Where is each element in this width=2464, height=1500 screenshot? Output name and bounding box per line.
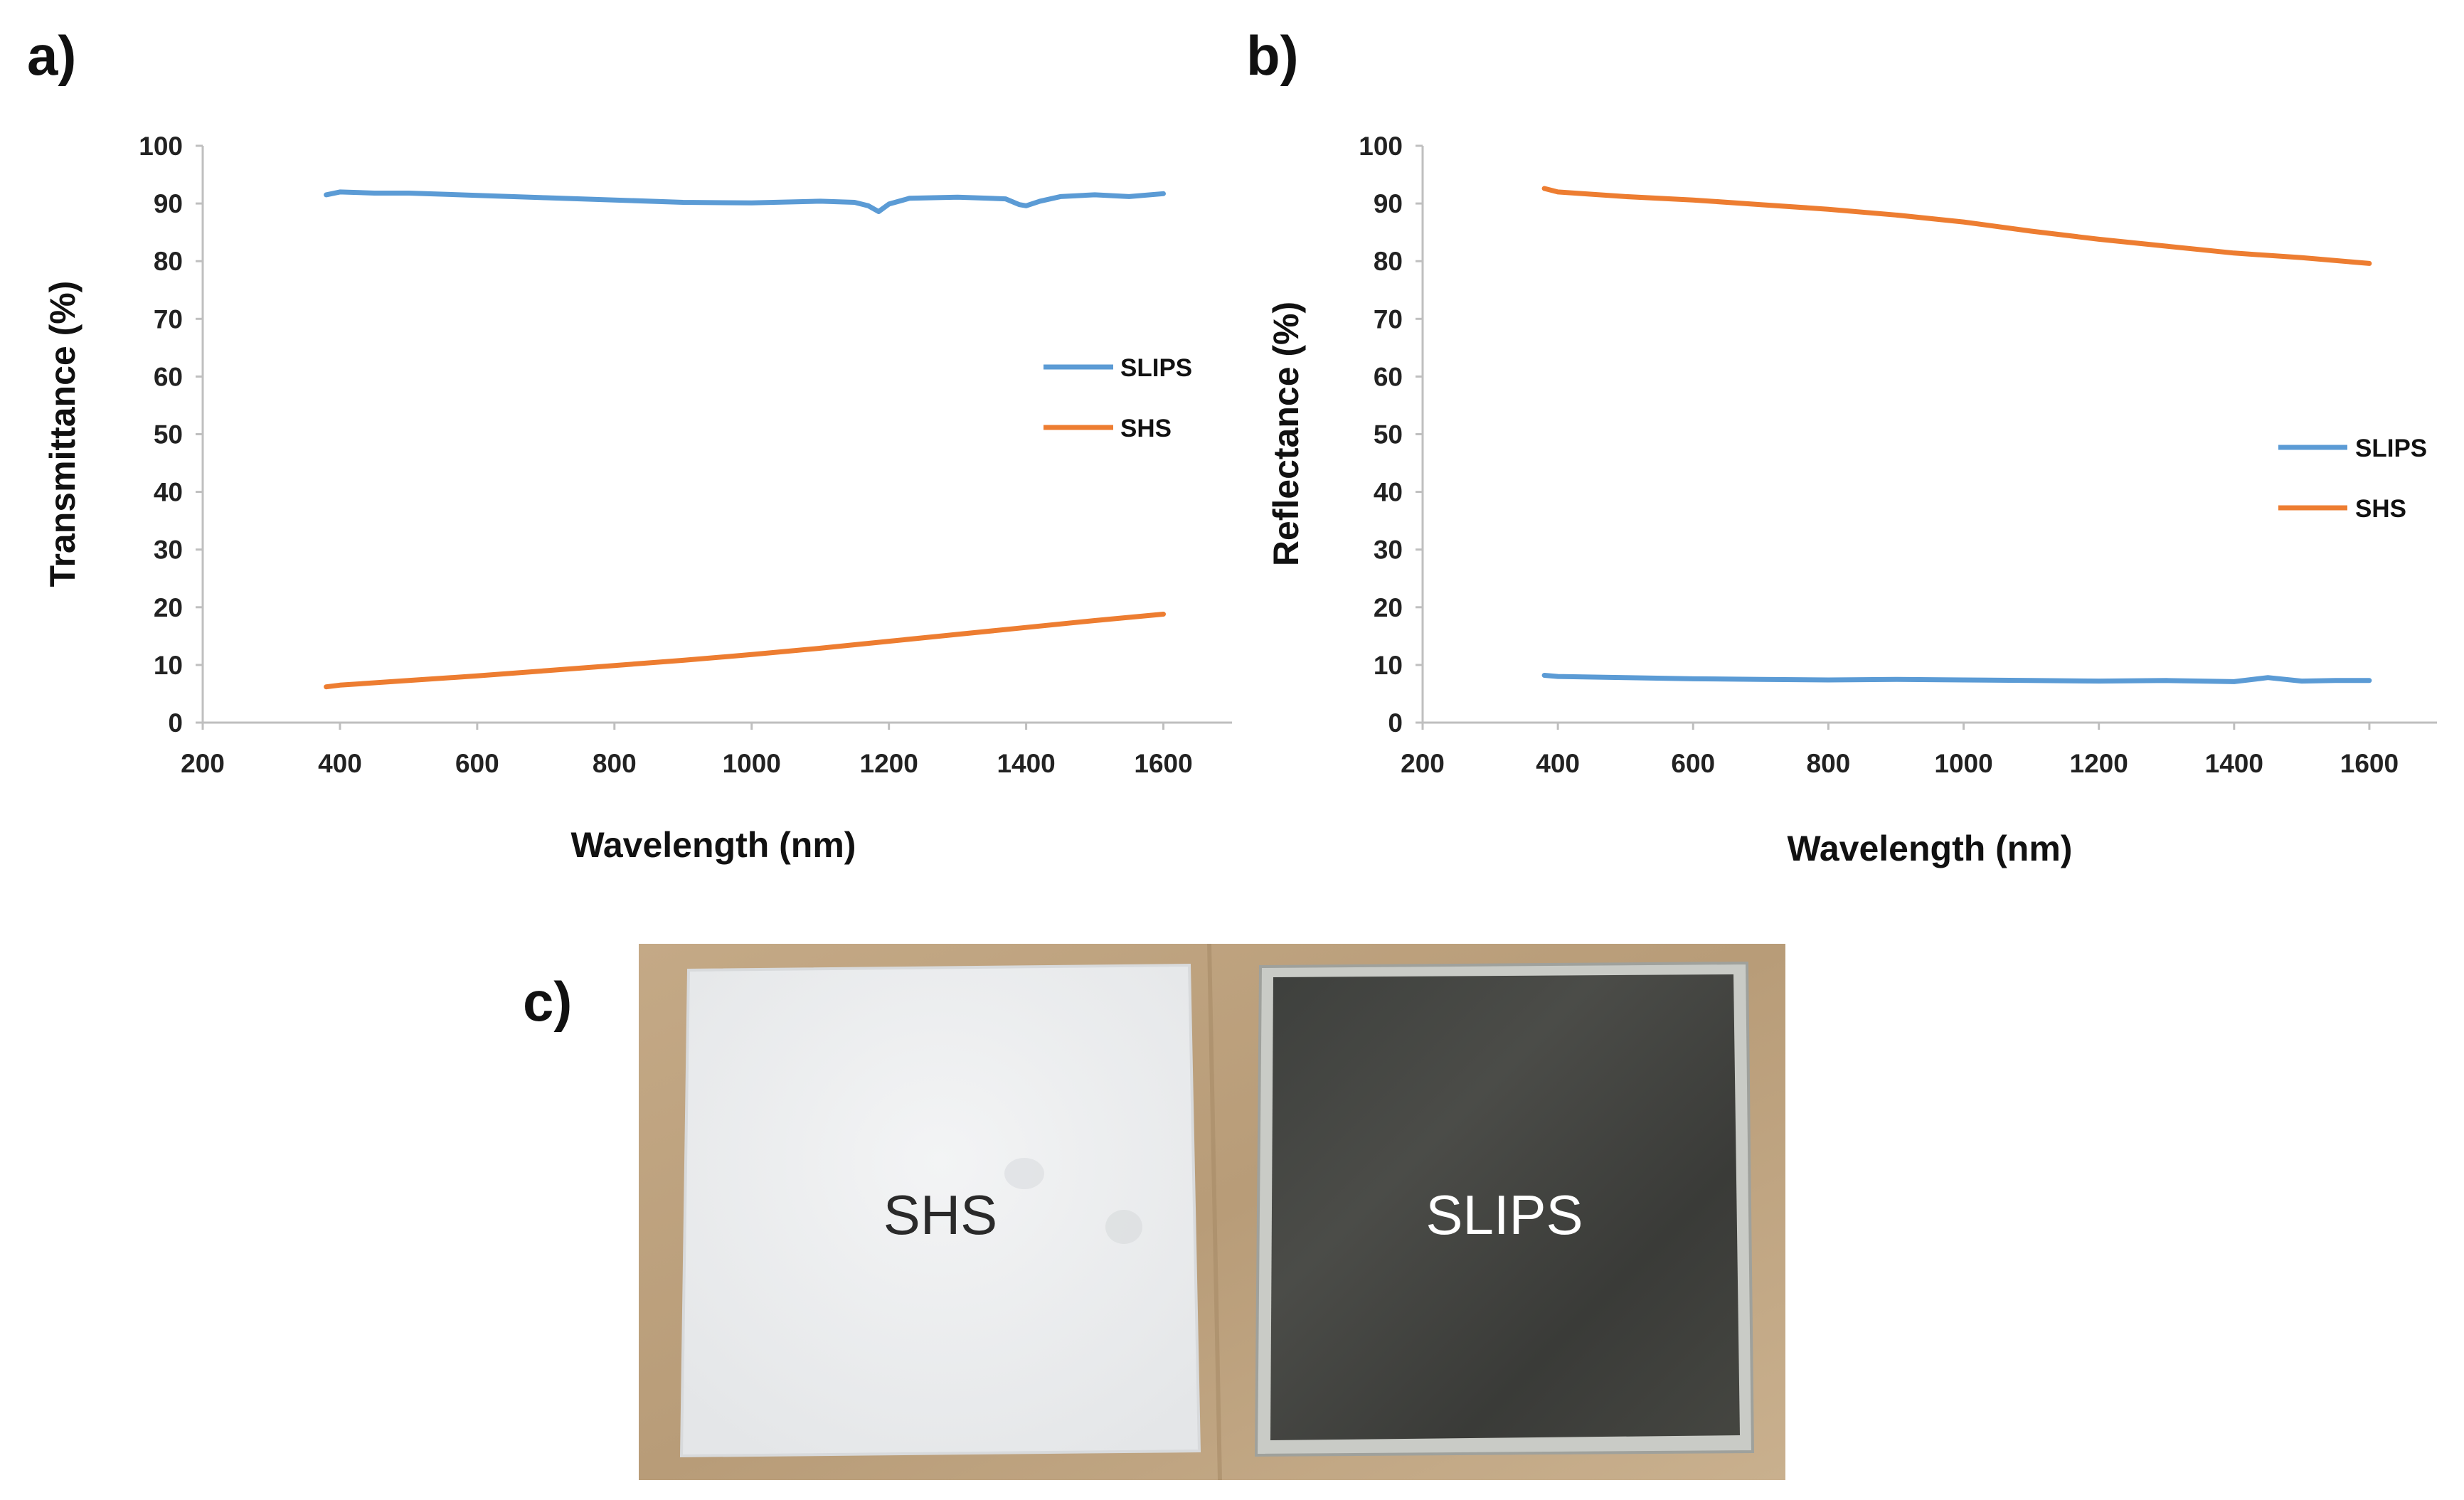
- x-tick-label: 1200: [860, 749, 918, 778]
- y-tick-label: 40: [154, 478, 183, 507]
- panel-label-a: a): [27, 24, 76, 87]
- y-tick-label: 90: [154, 189, 183, 218]
- x-tick-label: 800: [593, 749, 637, 778]
- shs-sample-label: SHS: [883, 1183, 997, 1246]
- slips-sample-surface: [1270, 974, 1740, 1440]
- cardboard-crease: [1207, 943, 1222, 1481]
- legend-label-slips: SLIPS: [1120, 354, 1192, 382]
- x-tick-label: 1200: [2070, 749, 2128, 778]
- x-axis-title: Wavelength (nm): [1788, 829, 2073, 868]
- y-tick-label: 80: [154, 247, 183, 276]
- x-tick-label: 1400: [2205, 749, 2263, 778]
- series-line-slips: [324, 189, 1166, 214]
- x-axis-title: Wavelength (nm): [571, 825, 856, 865]
- x-tick-label: 400: [1536, 749, 1580, 778]
- shs-sample-blemish: [1105, 1210, 1142, 1244]
- legend-label-slips: SLIPS: [2355, 435, 2427, 462]
- y-tick-label: 10: [154, 651, 183, 680]
- y-tick-label: 50: [154, 420, 183, 450]
- y-tick-label: 0: [1388, 708, 1403, 738]
- x-tick-label: 200: [1401, 749, 1445, 778]
- panel-label-b: b): [1246, 24, 1299, 87]
- x-tick-label: 1000: [1934, 749, 1992, 778]
- legend: SLIPS SHS: [1044, 354, 1192, 442]
- chart-reflectance: 0 10 20 30 40 50 60 70 80 90 100 200 400 600 800 1000 1…: [1266, 132, 2437, 868]
- y-tick-label: 100: [139, 132, 183, 161]
- shs-sample: [679, 963, 1201, 1458]
- y-tick-label: 50: [1374, 420, 1403, 450]
- x-tick-label: 600: [455, 749, 499, 778]
- x-tick-label: 1600: [2340, 749, 2399, 778]
- x-tick-label: 1000: [723, 749, 781, 778]
- y-tick-label: 30: [154, 536, 183, 565]
- y-tick-label: 30: [1374, 536, 1403, 565]
- y-tick-label: 80: [1374, 247, 1403, 276]
- y-tick-label: 60: [154, 362, 183, 391]
- x-tick-label: 800: [1807, 749, 1851, 778]
- y-tick-label: 70: [154, 304, 183, 334]
- y-tick-label: 0: [168, 708, 183, 738]
- y-tick-label: 40: [1374, 478, 1403, 507]
- series-line-slips: [1541, 673, 2372, 684]
- shs-sample-blemish: [1004, 1158, 1044, 1189]
- legend-label-shs: SHS: [1120, 415, 1172, 442]
- y-tick-label: 20: [154, 593, 183, 622]
- y-axis-title: Reflectance (%): [1266, 302, 1306, 566]
- x-tick-label: 600: [1671, 749, 1715, 778]
- legend: SLIPS SHS: [2278, 435, 2427, 523]
- x-tick-label: 1600: [1134, 749, 1192, 778]
- y-tick-label: 90: [1374, 189, 1403, 218]
- y-tick-label: 20: [1374, 593, 1403, 622]
- x-tick-label: 200: [181, 749, 225, 778]
- slips-sample-label: SLIPS: [1425, 1183, 1583, 1246]
- sample-photo: SHS SLIPS: [639, 943, 1785, 1481]
- y-axis-title: Transmittance (%): [43, 281, 83, 587]
- y-tick-label: 10: [1374, 651, 1403, 680]
- y-tick-label: 60: [1374, 362, 1403, 391]
- y-tick-label: 100: [1359, 132, 1403, 161]
- x-tick-label: 400: [318, 749, 362, 778]
- panel-label-c: c): [523, 970, 572, 1033]
- y-tick-label: 70: [1374, 304, 1403, 334]
- x-tick-label: 1400: [997, 749, 1055, 778]
- series-line-shs: [1541, 186, 2372, 266]
- legend-label-shs: SHS: [2355, 495, 2406, 523]
- series-line-shs: [324, 612, 1166, 690]
- chart-transmittance: 0 10 20 30 40 50 60 70 80 90 100 200 400 600 800 1000 1…: [43, 132, 1232, 865]
